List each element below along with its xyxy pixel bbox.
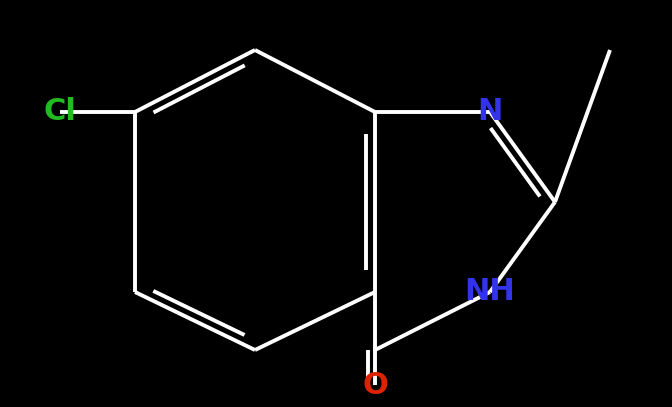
Text: Cl: Cl: [44, 98, 77, 127]
Text: NH: NH: [464, 278, 515, 306]
Text: O: O: [362, 370, 388, 400]
Text: N: N: [477, 98, 503, 127]
